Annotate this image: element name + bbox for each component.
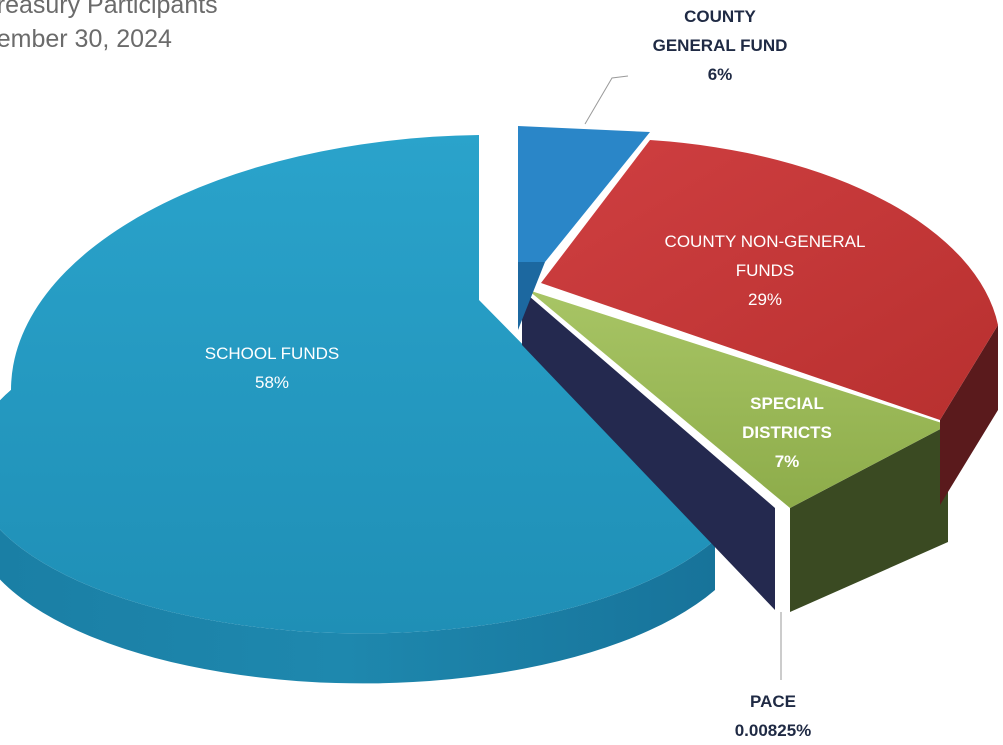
label-school-funds-pct: 58% (255, 373, 289, 392)
label-school-funds: SCHOOL FUNDS 58% (205, 344, 339, 392)
pie-slice-school-funds-top (0, 135, 715, 634)
label-special-districts-line-1: SPECIAL (750, 394, 824, 413)
pie-slice-special-districts-top (528, 290, 948, 508)
pie-slice-pace-side (522, 290, 775, 610)
pie-slice-county-general-fund-side (518, 262, 545, 330)
label-county-general-fund-line-2: GENERAL FUND (653, 36, 788, 55)
label-county-general-fund-line-1: COUNTY (684, 7, 756, 26)
pie-slice-county-non-general-funds-top (541, 140, 998, 420)
leader-line-county-general-fund (584, 75, 629, 125)
pie-slice-county-general-fund (518, 126, 650, 330)
label-special-districts-pct: 7% (775, 452, 800, 471)
pie-slice-pace (522, 290, 775, 610)
pie-slice-county-non-general-funds (541, 140, 998, 505)
pie-slice-county-non-general-funds-side (940, 325, 998, 505)
label-county-non-general-funds-line-1: COUNTY NON-GENERAL (665, 232, 866, 251)
label-special-districts-line-2: DISTRICTS (742, 423, 832, 442)
label-pace-line-1: PACE (750, 692, 796, 711)
label-county-non-general-funds-line-2: FUNDS (736, 261, 795, 280)
chart-title-line-1: d Treasury Participants (0, 0, 218, 19)
pie-slice-special-districts-side (790, 425, 948, 612)
chart-title-line-2: eptember 30, 2024 (0, 25, 172, 53)
pie-slice-special-districts (528, 290, 948, 612)
label-school-funds-line-1: SCHOOL FUNDS (205, 344, 339, 363)
label-county-general-fund-pct: 6% (708, 65, 733, 84)
label-special-districts: SPECIAL DISTRICTS 7% (742, 394, 832, 471)
label-county-non-general-funds: COUNTY NON-GENERAL FUNDS 29% (665, 232, 866, 309)
chart-title: d Treasury Participants eptember 30, 202… (0, 0, 218, 56)
label-county-general-fund: COUNTY GENERAL FUND 6% (653, 7, 788, 84)
pie-slice-county-general-fund-top (518, 126, 650, 262)
pie-slice-school-funds (0, 135, 715, 684)
label-pace: PACE 0.00825% (735, 692, 812, 740)
label-pace-pct: 0.00825% (735, 721, 812, 740)
label-county-non-general-funds-pct: 29% (748, 290, 782, 309)
